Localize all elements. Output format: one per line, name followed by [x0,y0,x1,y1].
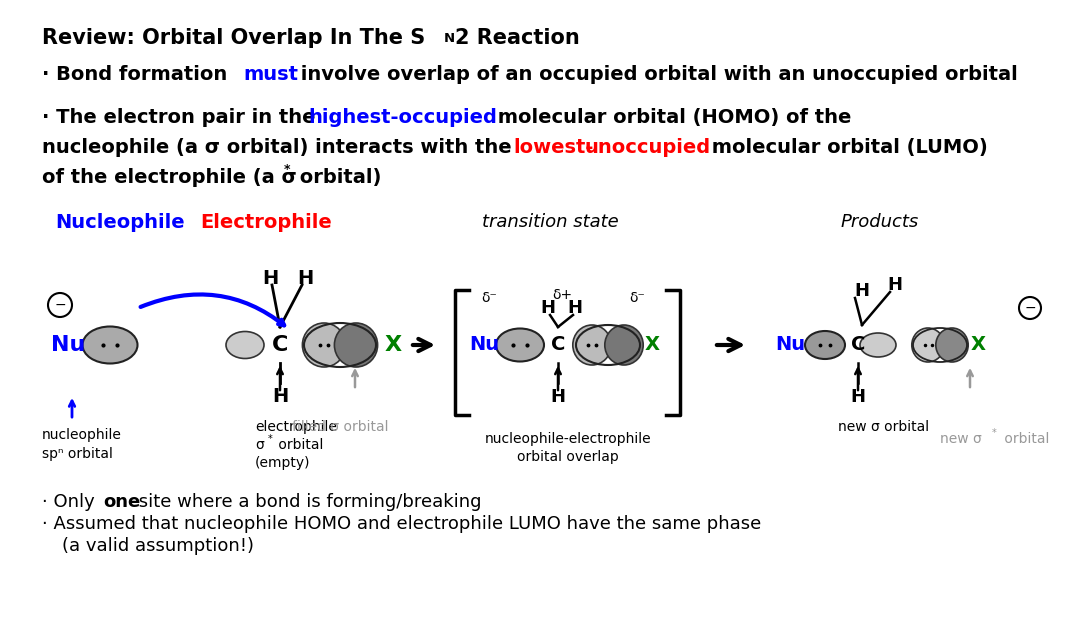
Text: (empty): (empty) [255,456,310,470]
Text: of the electrophile (a σ: of the electrophile (a σ [42,168,297,187]
Ellipse shape [860,333,897,357]
Text: C: C [851,336,865,354]
Text: · The electron pair in the: · The electron pair in the [42,108,322,127]
Ellipse shape [302,323,346,367]
Text: nucleophile: nucleophile [42,428,122,442]
Text: *: * [268,434,273,444]
Ellipse shape [912,328,944,362]
Text: transition state: transition state [482,213,618,231]
Text: H: H [551,388,566,406]
Text: · Bond formation: · Bond formation [42,65,234,84]
Text: Nu: Nu [469,336,499,354]
Text: Review: Orbital Overlap In The S: Review: Orbital Overlap In The S [42,28,425,48]
Ellipse shape [936,328,968,362]
Ellipse shape [83,326,137,364]
Text: H: H [541,299,556,317]
Text: orbital overlap: orbital overlap [517,450,619,464]
Text: orbital: orbital [274,438,323,452]
Text: −: − [1024,301,1036,315]
Text: δ⁻: δ⁻ [481,291,497,305]
Ellipse shape [572,325,611,365]
Text: 2 Reaction: 2 Reaction [455,28,580,48]
Text: lowest-: lowest- [514,138,593,157]
Text: −: − [54,298,65,312]
Text: highest-occupied: highest-occupied [308,108,497,127]
Text: · Only: · Only [42,493,100,511]
Text: *: * [284,163,290,176]
Text: H: H [854,282,869,300]
Text: must: must [243,65,298,84]
Text: C: C [272,335,288,355]
Text: N: N [444,32,455,45]
Text: site where a bond is forming/breaking: site where a bond is forming/breaking [133,493,482,511]
Text: spⁿ orbital: spⁿ orbital [42,447,113,461]
Text: *: * [992,428,997,438]
Text: electrophile: electrophile [255,420,337,434]
Ellipse shape [496,328,544,361]
Text: orbital: orbital [1000,432,1049,446]
Text: H: H [888,276,903,294]
Text: new σ orbital: new σ orbital [838,420,929,434]
Text: · Assumed that nucleophile HOMO and electrophile LUMO have the same phase: · Assumed that nucleophile HOMO and elec… [42,515,762,533]
Ellipse shape [226,331,264,359]
Text: filled σ orbital: filled σ orbital [292,420,388,434]
Text: C: C [551,336,565,354]
Text: nucleophile (a σ orbital) interacts with the: nucleophile (a σ orbital) interacts with… [42,138,518,157]
Text: H: H [297,268,313,288]
Text: (a valid assumption!): (a valid assumption!) [62,537,254,555]
Ellipse shape [334,323,378,367]
Text: one: one [103,493,140,511]
Text: new σ: new σ [940,432,981,446]
Text: involve overlap of an occupied orbital with an unoccupied orbital: involve overlap of an occupied orbital w… [294,65,1017,84]
Text: σ: σ [255,438,263,452]
Text: Nu: Nu [775,336,805,354]
Text: Nucleophile: Nucleophile [55,213,185,232]
Ellipse shape [805,331,845,359]
Text: H: H [851,388,865,406]
Text: Electrophile: Electrophile [200,213,332,232]
Text: δ⁻: δ⁻ [629,291,645,305]
Text: Products: Products [841,213,919,231]
Text: H: H [272,388,288,406]
Ellipse shape [605,325,643,365]
Text: molecular orbital (LUMO): molecular orbital (LUMO) [705,138,988,157]
Text: H: H [568,299,582,317]
Text: nucleophile-electrophile: nucleophile-electrophile [484,432,652,446]
Text: unoccupied: unoccupied [585,138,712,157]
Text: X: X [970,336,986,354]
Text: X: X [644,336,659,354]
Text: H: H [262,268,279,288]
Text: orbital): orbital) [293,168,382,187]
Text: molecular orbital (HOMO) of the: molecular orbital (HOMO) of the [491,108,852,127]
Text: δ+: δ+ [552,288,572,302]
Text: Nu: Nu [51,335,85,355]
Text: X: X [384,335,401,355]
